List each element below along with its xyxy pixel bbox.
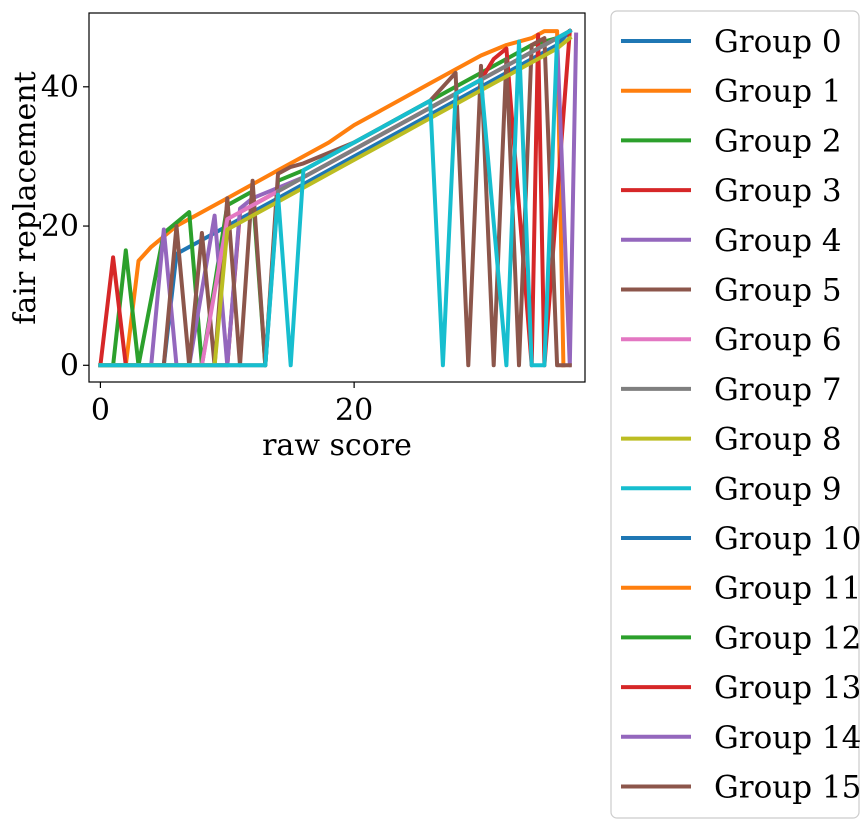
- x-tick-label-0: 0: [91, 393, 110, 428]
- legend-label-12: Group 12: [714, 620, 861, 656]
- y-axis-label: fair replacement: [8, 71, 43, 324]
- legend-label-9: Group 9: [714, 471, 842, 507]
- ticks-layer: 0 20 0 20 40: [41, 70, 373, 428]
- legend-label-13: Group 13: [714, 670, 861, 706]
- series-line-7: [98, 28, 573, 368]
- legend-label-1: Group 1: [714, 74, 842, 110]
- x-tick-label-1: 20: [335, 393, 373, 428]
- series-line-8: [98, 35, 573, 368]
- legend-label-7: Group 7: [714, 372, 842, 408]
- legend-label-15: Group 15: [714, 770, 861, 806]
- series-line-1: [98, 29, 566, 368]
- plot-frame: [88, 12, 586, 383]
- legend-label-0: Group 0: [714, 24, 842, 60]
- x-axis-label: raw score: [262, 428, 412, 463]
- legend-frame: [610, 10, 860, 819]
- legend-label-4: Group 4: [714, 223, 842, 259]
- legend-label-11: Group 11: [714, 571, 861, 607]
- y-tick-label-1: 20: [41, 209, 79, 244]
- legend-label-6: Group 6: [714, 322, 842, 358]
- legend-label-2: Group 2: [714, 123, 842, 159]
- legend-label-5: Group 5: [714, 273, 842, 309]
- y-tick-label-0: 0: [60, 348, 79, 383]
- series-layer: [98, 28, 579, 368]
- legend-label-8: Group 8: [714, 422, 842, 458]
- legend-label-10: Group 10: [714, 521, 861, 557]
- series-line-9: [98, 28, 573, 368]
- legend-label-3: Group 3: [714, 173, 842, 209]
- y-tick-label-2: 40: [41, 70, 79, 105]
- legend: Group 0 Group 1 Group 2 Group 3 Group 4 Group…: [610, 10, 861, 819]
- legend-label-14: Group 14: [714, 720, 861, 756]
